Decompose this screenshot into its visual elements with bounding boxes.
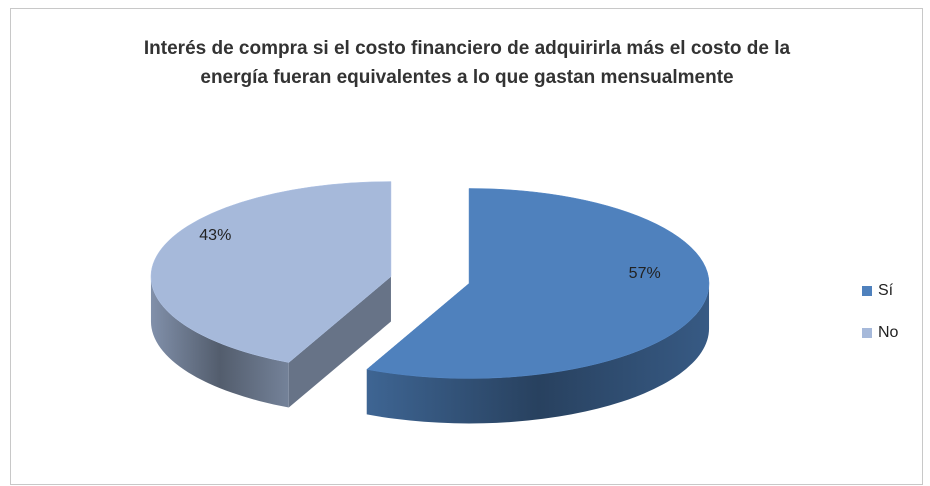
slice-wall [150, 276, 289, 408]
legend-marker [862, 286, 872, 296]
slice-side [288, 276, 391, 408]
slice [366, 188, 710, 379]
slice-wall [366, 283, 710, 424]
chart-border [10, 8, 923, 485]
legend-label: No [878, 324, 899, 341]
legend-marker [862, 328, 872, 338]
data-label: 57% [629, 265, 661, 282]
slice [150, 181, 392, 363]
data-label: 43% [199, 227, 231, 244]
chart-title: Interés de compra si el costo financiero… [143, 38, 791, 88]
legend-label: Sí [878, 282, 894, 299]
